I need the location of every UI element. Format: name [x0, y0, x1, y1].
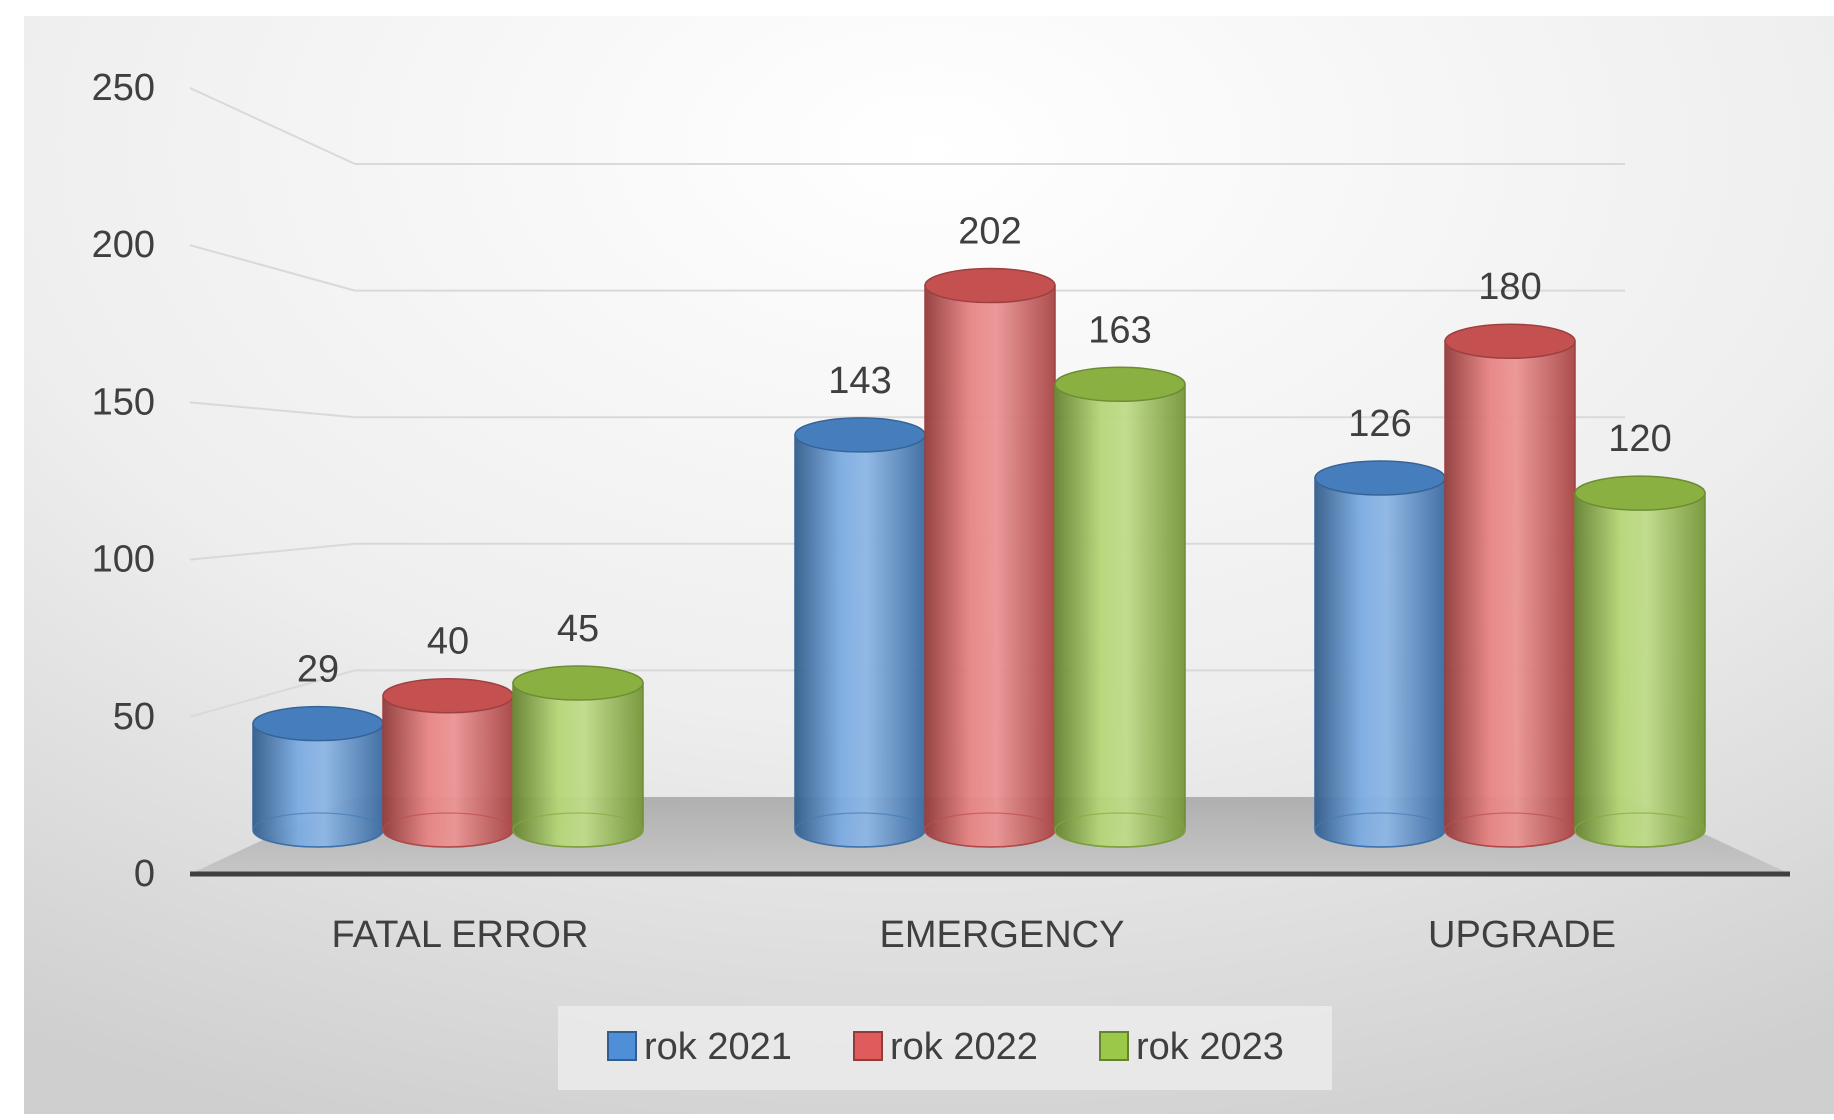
- bar-body: [252, 722, 384, 848]
- y-tick-label: 150: [92, 381, 155, 423]
- y-tick-label: 0: [134, 853, 155, 895]
- data-label: 40: [427, 621, 469, 663]
- bar: 29: [252, 649, 384, 848]
- bar-top-ellipse: [794, 417, 926, 453]
- bar: 180: [1444, 266, 1576, 848]
- x-tick-label: UPGRADE: [1428, 914, 1616, 956]
- bar-base-ellipse: [512, 812, 644, 848]
- bar-top-ellipse: [1444, 323, 1576, 359]
- data-label: 126: [1348, 403, 1411, 445]
- bar-top-ellipse: [1574, 475, 1706, 511]
- data-label: 202: [958, 211, 1021, 253]
- y-tick-label: 100: [92, 539, 155, 581]
- data-label: 120: [1608, 418, 1671, 460]
- gridline-side: [189, 542, 356, 561]
- data-label: 29: [297, 649, 339, 691]
- data-label: 45: [557, 608, 599, 650]
- y-axis-ticks: 0 50 100 150 200 250: [92, 67, 155, 895]
- bar-body: [924, 284, 1056, 848]
- bar-body: [1054, 383, 1186, 848]
- bar: 126: [1314, 403, 1446, 848]
- bar-body: [1444, 340, 1576, 848]
- data-label: 163: [1088, 309, 1151, 351]
- x-tick-label: EMERGENCY: [880, 914, 1125, 956]
- bar: 45: [512, 608, 644, 848]
- legend: rok 2021 rok 2022 rok 2023: [558, 1006, 1332, 1090]
- bar-top-ellipse: [1054, 366, 1186, 403]
- gridline-side: [189, 401, 356, 419]
- gridline-side: [189, 87, 356, 165]
- y-tick-label: 250: [92, 67, 155, 109]
- bar: 143: [794, 360, 926, 848]
- bar-body: [382, 694, 514, 848]
- bar-top-ellipse: [924, 267, 1056, 304]
- bars-layer: 29 40 45 143 202 163 126 180 120: [252, 211, 1706, 848]
- bar-body: [794, 434, 926, 848]
- bar-top-ellipse: [252, 705, 384, 742]
- bar-top-ellipse: [382, 677, 514, 714]
- bar-top-ellipse: [1314, 460, 1446, 496]
- bar-base-ellipse: [1054, 812, 1186, 848]
- bar: 120: [1574, 418, 1706, 848]
- x-axis-ticks: FATAL ERROR EMERGENCY UPGRADE: [332, 914, 1616, 956]
- bar-body: [1314, 477, 1446, 848]
- y-tick-label: 200: [92, 224, 155, 266]
- bar: 202: [924, 211, 1056, 848]
- bar-body: [1574, 492, 1706, 848]
- legend-label: rok 2021: [644, 1026, 792, 1068]
- bar-body: [512, 682, 644, 848]
- gridline-side: [189, 669, 356, 718]
- bar-top-ellipse: [512, 665, 644, 701]
- bar: 163: [1054, 309, 1186, 848]
- legend-box: [558, 1006, 1332, 1090]
- bar-base-ellipse: [1574, 812, 1706, 848]
- y-tick-label: 50: [113, 696, 155, 738]
- legend-swatch: [607, 1031, 637, 1061]
- x-tick-label: FATAL ERROR: [332, 914, 589, 956]
- data-label: 180: [1478, 266, 1541, 308]
- gridline-side: [189, 244, 356, 292]
- legend-swatch: [1099, 1031, 1129, 1061]
- legend-label: rok 2023: [1136, 1026, 1284, 1068]
- legend-label: rok 2022: [890, 1026, 1038, 1068]
- legend-swatch: [853, 1031, 883, 1061]
- bar: 40: [382, 621, 514, 848]
- data-label: 143: [828, 360, 891, 402]
